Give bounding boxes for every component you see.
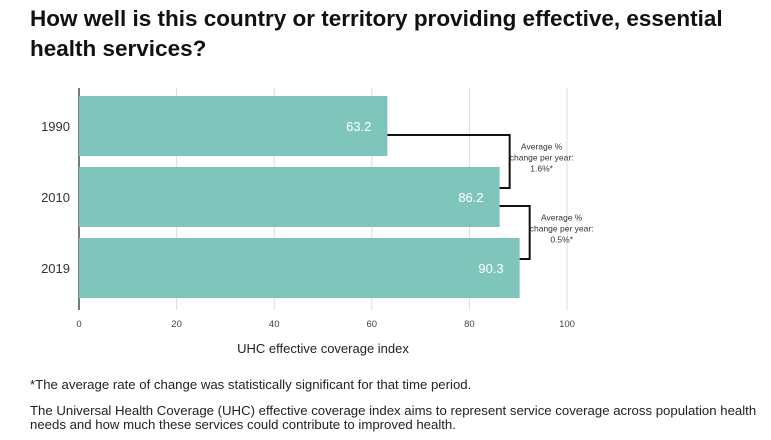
change-bracket bbox=[499, 205, 531, 260]
x-tick-label: 20 bbox=[171, 319, 182, 330]
change-bracket bbox=[387, 134, 511, 189]
x-tick-label: 80 bbox=[464, 319, 475, 330]
significance-note: *The average rate of change was statisti… bbox=[30, 377, 472, 392]
category-label: 2010 bbox=[41, 190, 70, 205]
change-annotation-text: 0.5%* bbox=[550, 235, 573, 245]
bar bbox=[79, 167, 500, 227]
bar-chart: 1990 63.2 2010 86.2 2019 90.3 0 20 40 60 80 100 UHC … bbox=[41, 88, 594, 356]
category-label: 1990 bbox=[41, 119, 70, 134]
definition-note: The Universal Health Coverage (UHC) effe… bbox=[30, 403, 757, 432]
change-annotation-text: change per year: bbox=[510, 153, 574, 163]
bar bbox=[79, 238, 520, 298]
change-annotation-text: 1.6%* bbox=[530, 164, 553, 174]
x-tick-label: 40 bbox=[269, 319, 280, 330]
category-label: 2019 bbox=[41, 261, 70, 276]
chart-title: How well is this country or territory pr… bbox=[30, 6, 723, 61]
x-axis-label: UHC effective coverage index bbox=[237, 341, 409, 356]
change-annotation-text: Average % bbox=[521, 142, 563, 152]
change-annotation-text: Average % bbox=[541, 213, 583, 223]
bar-value-label: 63.2 bbox=[346, 119, 371, 134]
x-tick-label: 0 bbox=[76, 319, 81, 330]
bar-value-label: 86.2 bbox=[458, 190, 483, 205]
x-tick-label: 60 bbox=[367, 319, 378, 330]
bar bbox=[79, 96, 388, 156]
x-tick-label: 100 bbox=[559, 319, 575, 330]
change-annotation-text: change per year: bbox=[530, 224, 594, 234]
bar-value-label: 90.3 bbox=[478, 261, 503, 276]
